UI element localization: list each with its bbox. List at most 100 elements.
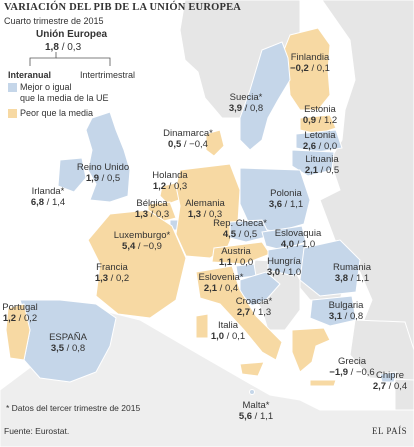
value-separator: / [181, 139, 190, 150]
country-interanual: 2,6 [302, 141, 317, 152]
country-name: Portugal [2, 302, 38, 313]
country-interanual: −0,2 [290, 63, 309, 74]
country-interanual: 0,5 [168, 139, 182, 150]
country-intertrimestral: 1,1 [289, 199, 304, 210]
value-separator: / [64, 343, 72, 354]
region-letonia [295, 129, 343, 153]
country-intertrimestral: 0,2 [115, 273, 130, 284]
country-values: 6,8 / 1,4 [31, 197, 65, 208]
country-intertrimestral: −0,6 [355, 367, 375, 378]
country-name: Austria [221, 246, 251, 257]
value-separator: / [135, 241, 144, 252]
country-values: 1,0 / 0,1 [211, 331, 245, 342]
country-interanual: 0,9 [302, 115, 317, 126]
footnote: * Datos del tercer trimestre de 2015 [6, 403, 141, 413]
value-separator: / [148, 209, 156, 220]
country-values: 2,1 / 0,4 [199, 283, 244, 294]
country-label-polonia: Polonia 3,6 / 1,1 [269, 188, 303, 210]
value-separator: / [232, 257, 240, 268]
country-name: Holanda [152, 170, 188, 181]
legend-interanual-label: Interanual [8, 70, 52, 80]
country-intertrimestral: 0,3 [155, 209, 170, 220]
eu-average-name: Unión Europea [36, 29, 108, 40]
source: Fuente: Eurostat. [4, 426, 70, 436]
country-intertrimestral: 0,5 [106, 173, 121, 184]
country-label-rep-checa: Rep. Checa* 4,5 / 0,5 [213, 218, 267, 240]
country-interanual: 3,6 [268, 199, 283, 210]
country-name: Eslovaquia [274, 228, 322, 239]
country-interanual: 3,1 [328, 311, 343, 322]
value-separator: / [99, 173, 107, 184]
region-rep-checa [229, 219, 271, 243]
country-values: 2,6 / 0,0 [303, 141, 337, 152]
country-values: 1,3 / 0,2 [95, 273, 129, 284]
chart-title: VARIACIÓN DEL PIB DE LA UNIÓN EUROPEA [4, 2, 242, 13]
value-separator: / [316, 115, 324, 126]
value-separator: / [250, 307, 258, 318]
country-label-reino-unido: Reino Unido 1,9 / 0,5 [77, 162, 129, 184]
country-label-alemania: Alemania 1,3 / 0,3 [185, 198, 225, 220]
country-name: Irlanda* [31, 186, 65, 197]
country-label-austria: Austria 1,1 / 0,0 [219, 246, 253, 268]
value-separator: / [224, 331, 232, 342]
country-values: 3,9 / 0,8 [229, 103, 263, 114]
region-italia-sicilia [239, 361, 265, 377]
value-separator: / [318, 165, 326, 176]
country-label-croacia: Croacia* 2,7 / 1,3 [236, 296, 272, 318]
country-name: Hungría [267, 256, 301, 267]
country-values: −0,2 / 0,1 [290, 63, 330, 74]
country-interanual: 3,8 [334, 273, 349, 284]
country-intertrimestral: 1,0 [287, 267, 302, 278]
country-label-italia: Italia 1,0 / 0,1 [211, 320, 245, 342]
value-separator: / [166, 181, 174, 192]
country-intertrimestral: 0,0 [239, 257, 254, 268]
country-name: Rumania [332, 262, 372, 273]
country-intertrimestral: −0,9 [143, 241, 162, 252]
country-values: 0,5 / −0,4 [163, 139, 213, 150]
country-interanual: 6,8 [30, 197, 45, 208]
value-separator: / [236, 229, 244, 240]
country-intertrimestral: 0,4 [393, 381, 408, 392]
country-label-malta: Malta* 5,6 / 1,1 [239, 400, 273, 422]
country-name: Bulgaria [328, 300, 364, 311]
country-name: ESPAÑA [49, 332, 87, 343]
value-separator: / [348, 367, 356, 378]
country-label-rumania: Rumania 3,8 / 1,1 [333, 262, 371, 284]
value-separator: / [280, 267, 288, 278]
region-austria [211, 241, 271, 265]
country-interanual: 3,5 [50, 343, 65, 354]
value-separator: / [217, 283, 225, 294]
country-interanual: 1,3 [134, 209, 149, 220]
eu-average-interanual: 1,8 [45, 42, 59, 53]
country-label-belgica: Bélgica 1,3 / 0,3 [135, 198, 169, 220]
country-label-eslovenia: Eslovenia* 2,1 / 0,4 [199, 272, 244, 294]
value-separator: / [108, 273, 116, 284]
value-separator: / [61, 42, 68, 53]
country-label-holanda: Holanda 1,2 / 0,3 [152, 170, 187, 192]
country-label-letonia: Letonia 2,6 / 0,0 [303, 130, 337, 152]
country-values: 5,6 / 1,1 [239, 411, 273, 422]
country-intertrimestral: 0,5 [243, 229, 258, 240]
country-label-espana: ESPAÑA 3,5 / 0,8 [49, 332, 87, 354]
country-intertrimestral: 1,0 [301, 239, 316, 250]
country-values: 2,7 / 1,3 [236, 307, 272, 318]
country-intertrimestral: 0,2 [23, 313, 38, 324]
value-separator: / [282, 199, 290, 210]
country-name: Dinamarca* [163, 128, 213, 139]
region-francia [87, 209, 187, 319]
country-interanual: 1,3 [187, 209, 202, 220]
country-interanual: 5,4 [122, 241, 136, 252]
country-interanual: 1,9 [85, 173, 100, 184]
country-label-lituania: Lituania 2,1 / 0,5 [305, 154, 339, 176]
country-interanual: 1,2 [152, 181, 167, 192]
region-reino-unido [85, 111, 131, 203]
country-name: Polonia [270, 188, 302, 199]
country-label-dinamarca: Dinamarca* 0,5 / −0,4 [163, 128, 213, 150]
region-malta [249, 389, 255, 395]
country-interanual: 1,0 [210, 331, 225, 342]
value-separator: / [294, 239, 302, 250]
country-values: 3,8 / 1,1 [333, 273, 371, 284]
value-separator: / [316, 141, 324, 152]
country-name: Rep. Checa* [213, 218, 267, 229]
